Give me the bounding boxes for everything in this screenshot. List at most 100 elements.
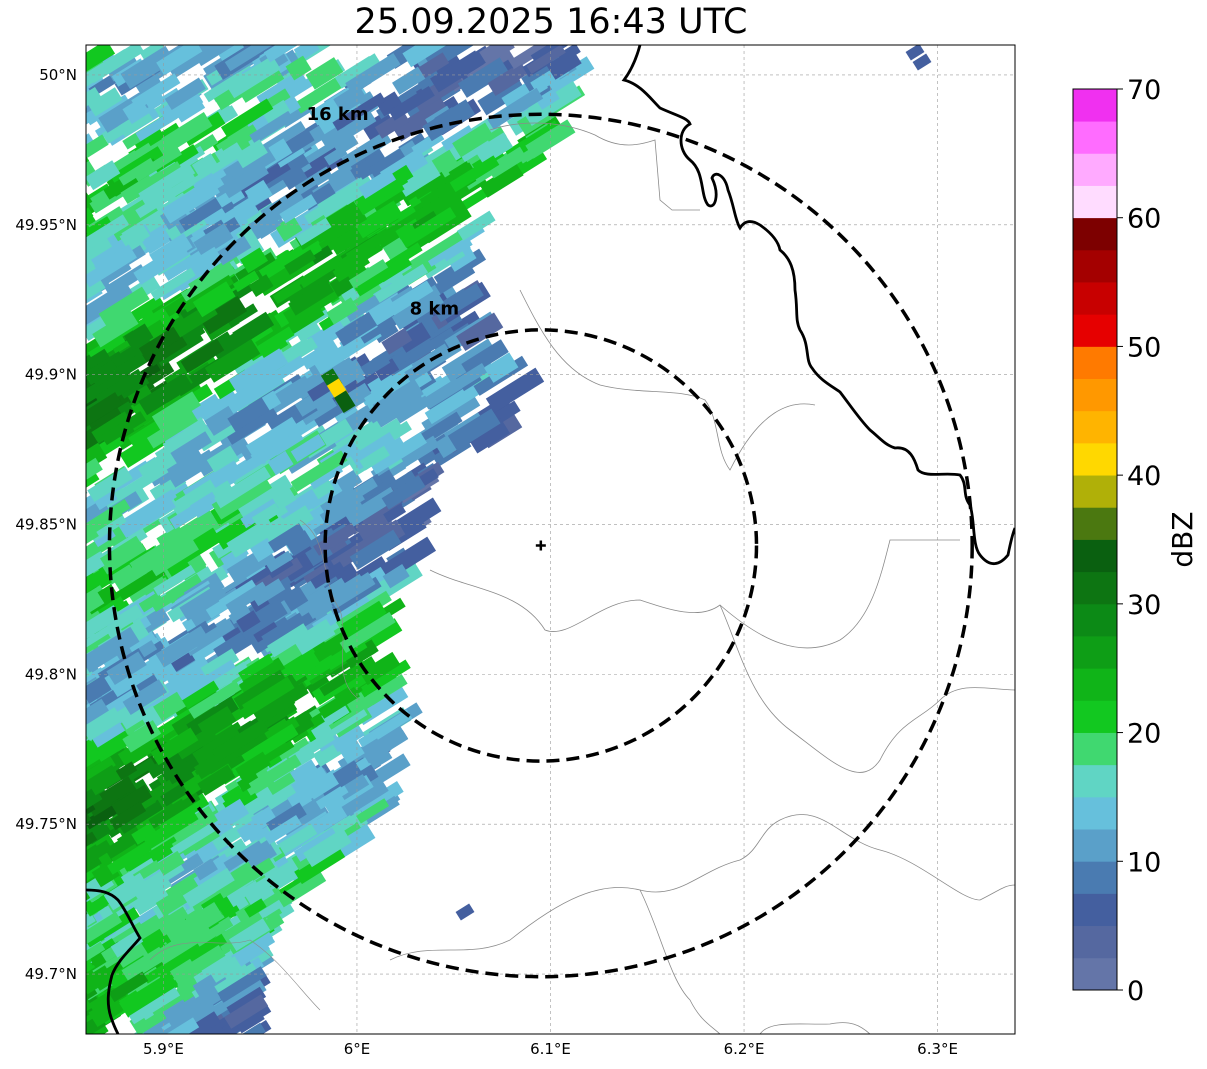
echo-cell xyxy=(122,679,168,715)
echo-cell xyxy=(143,808,199,850)
echo-cell xyxy=(366,673,408,706)
echo-cell xyxy=(355,511,390,541)
echo-cell xyxy=(124,323,154,351)
echo-cell xyxy=(172,92,206,123)
echo-cell xyxy=(165,756,201,785)
echo-cell xyxy=(374,358,400,381)
range-ring-label: 8 km xyxy=(410,299,460,320)
echo-cell xyxy=(125,626,158,656)
range-ring-16km xyxy=(107,112,974,979)
echo-cell xyxy=(381,327,413,355)
colorbar-tick-label: 10 xyxy=(1127,847,1161,878)
echo-cell xyxy=(204,339,261,383)
echo-cell xyxy=(149,233,193,269)
colorbar-segment xyxy=(1073,410,1117,444)
echo-cell xyxy=(138,372,193,416)
colorbar-segment xyxy=(1073,346,1117,380)
echo-cell xyxy=(242,657,286,692)
echo-cell xyxy=(343,639,379,669)
echo-cell xyxy=(291,765,329,796)
echo-cell xyxy=(461,339,509,377)
echo-cell xyxy=(227,408,279,445)
echo-cell xyxy=(479,163,524,198)
colorbar-segment xyxy=(1073,378,1117,412)
colorbar-segment xyxy=(1073,957,1117,991)
echo-cell xyxy=(86,965,114,995)
minor-border-7 xyxy=(759,1022,871,1034)
echo-cell xyxy=(272,275,310,305)
colorbar-segment xyxy=(1073,668,1117,701)
echo-cell xyxy=(277,870,327,908)
echo-cell xyxy=(485,367,545,413)
echo-cell xyxy=(235,940,270,968)
echo-cell xyxy=(109,801,147,831)
echo-cell xyxy=(396,322,431,353)
echo-cell xyxy=(207,987,250,1019)
echo-cell xyxy=(905,45,925,61)
echo-cell xyxy=(548,69,579,94)
echo-cell xyxy=(86,111,95,131)
echo-cell xyxy=(56,915,84,940)
echo-cell xyxy=(224,45,278,72)
echo-cell xyxy=(86,311,90,342)
echo-cell xyxy=(292,618,336,655)
echo-cell xyxy=(135,106,183,142)
echo-cell xyxy=(86,359,118,386)
colorbar-tick-label: 60 xyxy=(1127,204,1161,235)
echo-cell xyxy=(279,194,318,224)
echo-cell xyxy=(313,522,358,556)
echo-cell xyxy=(86,781,87,808)
colorbar-segment xyxy=(1073,121,1117,154)
echo-cell xyxy=(86,596,90,629)
echo-cell xyxy=(288,305,325,334)
echo-cell xyxy=(225,581,269,615)
minor-border-1 xyxy=(519,289,816,471)
echo-cell xyxy=(112,563,169,604)
echo-cell xyxy=(449,155,500,193)
echo-cell xyxy=(89,513,127,542)
echo-cell xyxy=(206,445,240,476)
echo-cell xyxy=(86,756,116,789)
echo-cell xyxy=(477,76,527,116)
echo-cell xyxy=(57,645,80,666)
colorbar-segment xyxy=(1073,185,1117,219)
echo-cell xyxy=(222,162,269,199)
y-tick-label: 49.75°N xyxy=(15,815,77,833)
echo-cell xyxy=(86,348,113,373)
echo-cell xyxy=(290,434,326,462)
echo-cell xyxy=(354,469,399,506)
echo-cell xyxy=(135,191,171,219)
echo-cell xyxy=(226,303,258,328)
echo-cell xyxy=(86,630,89,657)
echo-cell xyxy=(170,431,213,464)
echo-cell xyxy=(162,249,204,281)
radar-site-marker[interactable] xyxy=(535,540,546,551)
echo-cell xyxy=(220,98,274,138)
echo-cell xyxy=(133,146,183,182)
echo-cell xyxy=(262,99,291,125)
echo-cell xyxy=(86,392,123,436)
echo-cell xyxy=(224,994,269,1029)
echo-cell xyxy=(86,214,130,249)
echo-cell xyxy=(248,274,274,297)
echo-cell xyxy=(155,920,213,965)
country-border-east xyxy=(621,45,1015,566)
echo-cell xyxy=(180,338,225,373)
echo-cell xyxy=(487,87,544,130)
echo-cell xyxy=(133,126,165,153)
colorbar-segment xyxy=(1073,539,1117,573)
echo-cell xyxy=(368,748,393,770)
echo-cell xyxy=(299,730,335,759)
colorbar-segment xyxy=(1073,475,1117,508)
minor-border-4 xyxy=(719,604,1015,773)
admin-borders xyxy=(86,45,1015,1034)
echo-cell xyxy=(114,352,147,379)
echo-cell xyxy=(111,665,153,698)
colorbar-segment xyxy=(1073,282,1117,315)
echo-cell xyxy=(156,45,203,76)
echo-cell xyxy=(117,493,176,539)
echo-cell xyxy=(452,122,494,158)
echo-cell xyxy=(228,604,252,625)
echo-cell xyxy=(272,737,311,767)
map-area[interactable]: 8 km 16 km xyxy=(41,27,1015,1053)
